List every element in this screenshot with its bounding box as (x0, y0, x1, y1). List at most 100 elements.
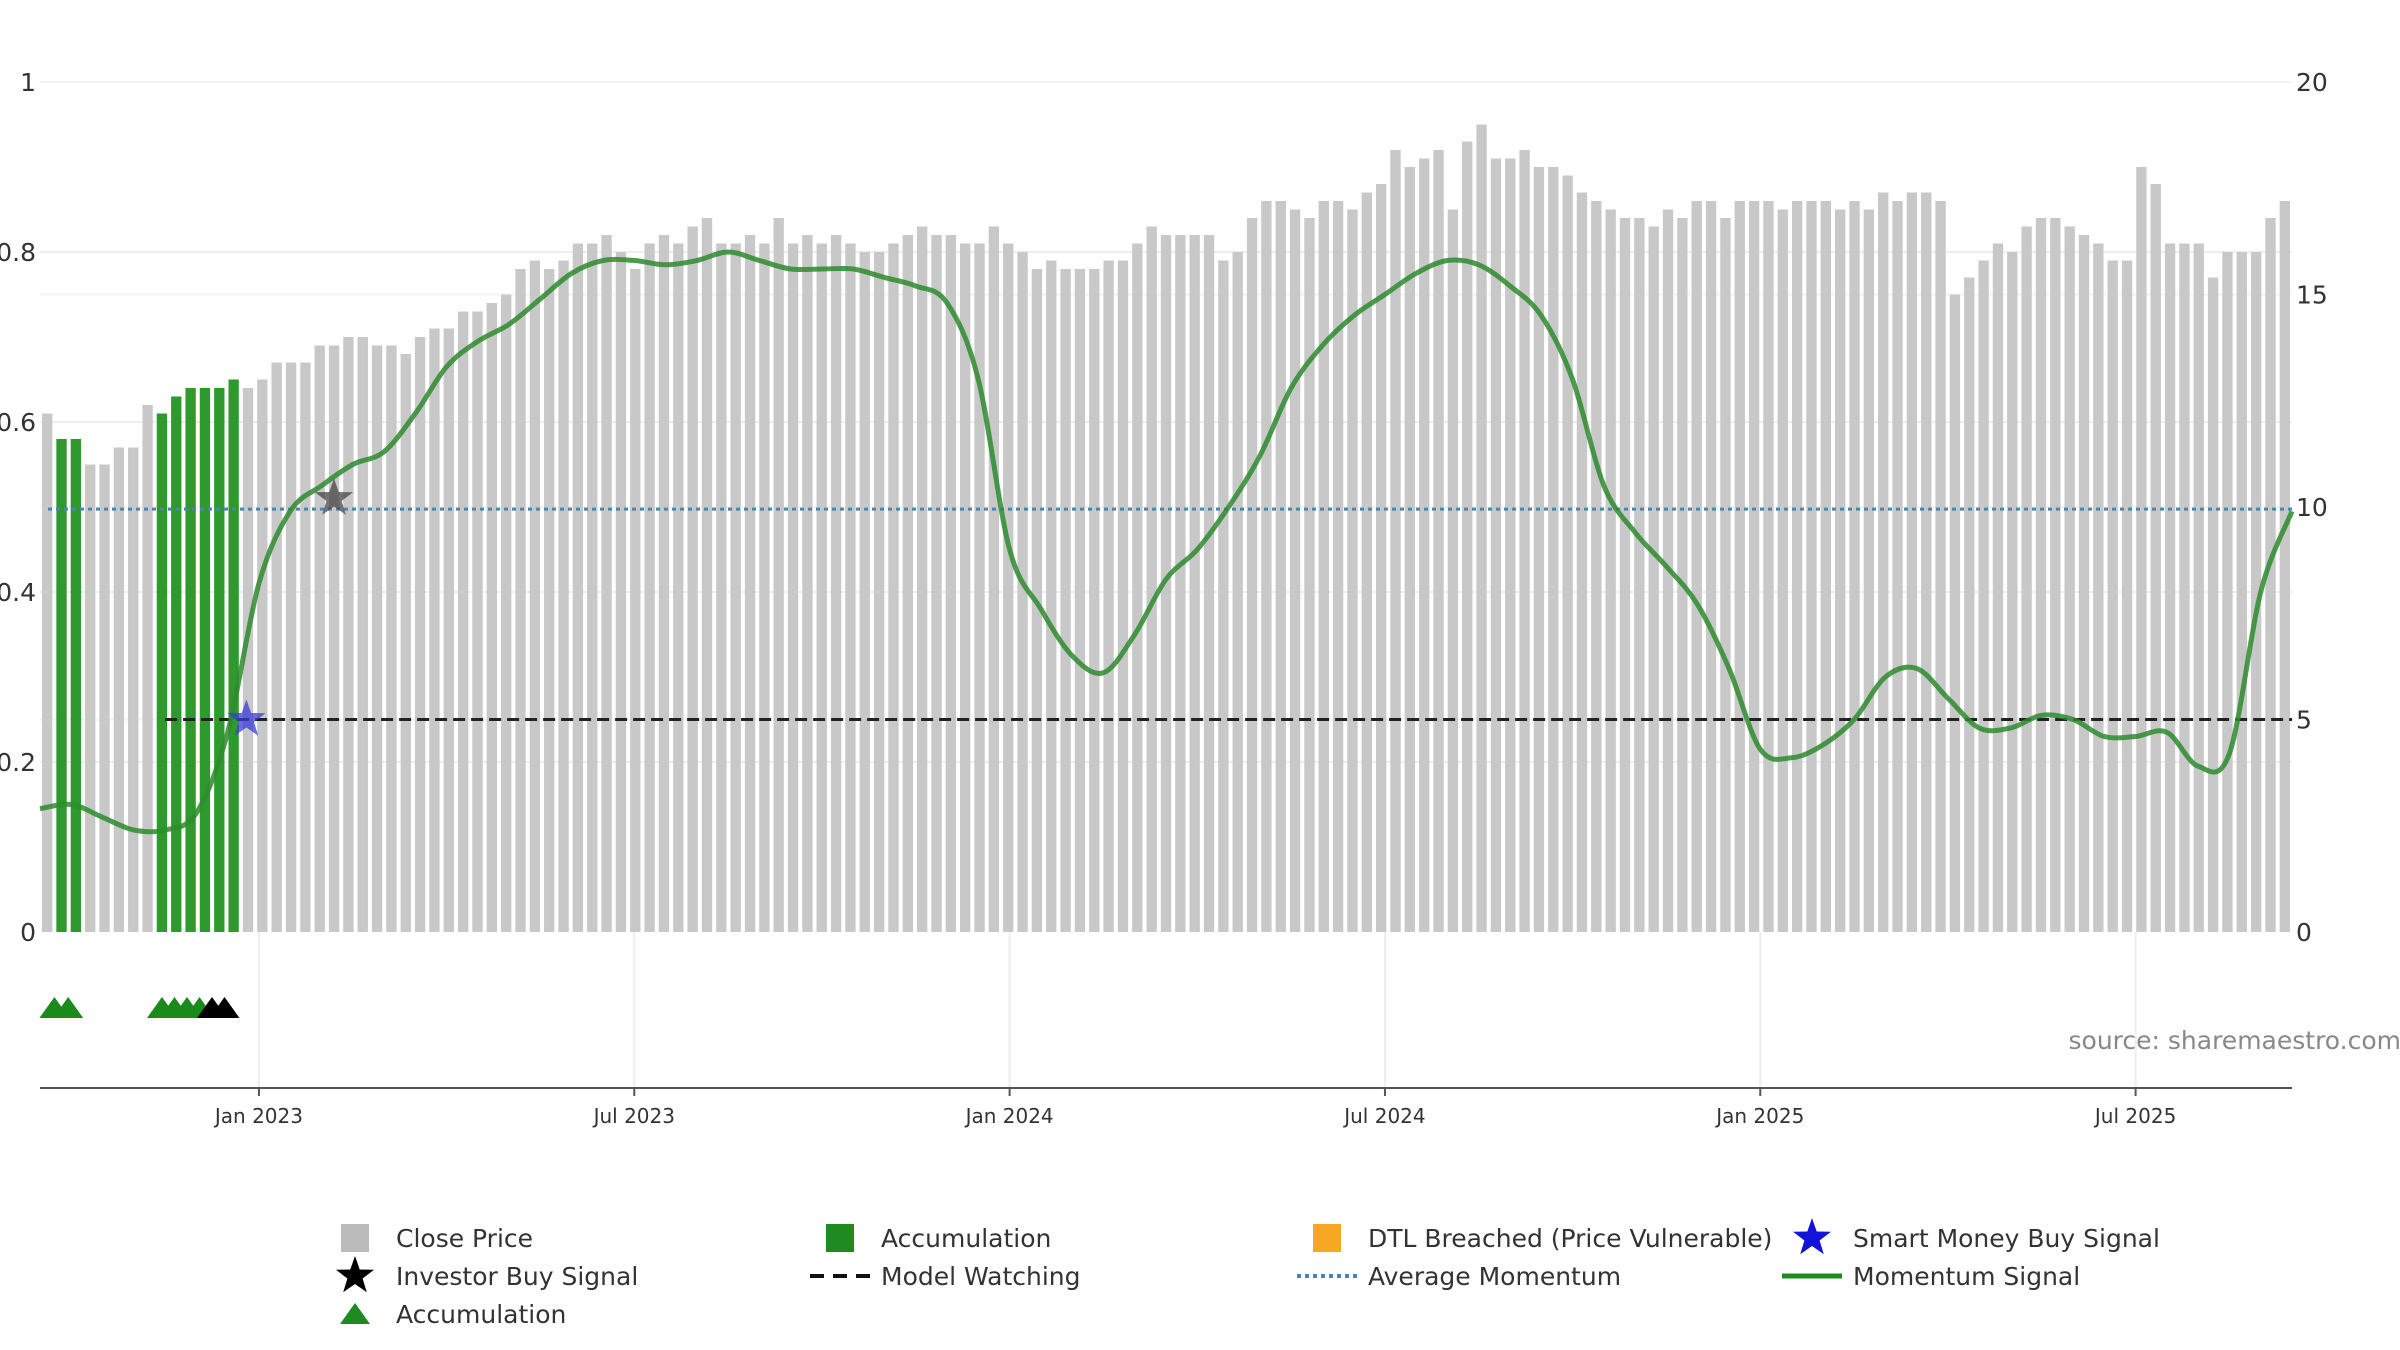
close-price-bar (1261, 201, 1272, 932)
close-price-bar (2064, 226, 2075, 932)
close-price-bar (2164, 243, 2176, 932)
close-price-bar (1289, 209, 1301, 932)
close-price-bar (1419, 158, 1430, 932)
legend-label: Close Price (396, 1224, 533, 1253)
close-price-bar (1003, 243, 1014, 932)
close-price-bar (1074, 269, 1086, 932)
close-price-bar (544, 269, 555, 932)
legend-item: Smart Money Buy Signal (1793, 1218, 2160, 1255)
legend-square-icon (1313, 1224, 1341, 1252)
close-price-bar (931, 235, 942, 932)
right-tick-label: 10 (2296, 493, 2328, 522)
close-price-bar (271, 362, 282, 932)
legend-label: Accumulation (396, 1300, 566, 1329)
close-price-bar (572, 243, 584, 932)
close-price-bar (1720, 218, 1731, 932)
close-price-bar (457, 311, 469, 932)
close-price-bar (1949, 294, 1961, 932)
close-price-bar (2279, 201, 2290, 932)
close-price-bar (113, 447, 125, 932)
close-price-bar (501, 294, 512, 932)
left-tick-label: 0.2 (0, 748, 36, 777)
x-tick-label: Jan 2025 (1714, 1104, 1804, 1128)
close-price-bar (601, 235, 612, 932)
close-price-bar (2236, 252, 2247, 932)
close-price-bar (1892, 201, 1903, 932)
legend-star-icon (336, 1256, 374, 1293)
close-price-bar (1921, 192, 1932, 932)
close-price-bar (2150, 184, 2161, 932)
legend-label: DTL Breached (Price Vulnerable) (1368, 1224, 1772, 1253)
close-price-bar (314, 345, 325, 932)
close-price-bar (2121, 260, 2133, 932)
close-price-bar (85, 464, 96, 932)
x-tick-label: Jan 2024 (964, 1104, 1054, 1128)
close-price-bar (2093, 243, 2104, 932)
right-tick-label: 20 (2296, 68, 2328, 97)
close-price-bar (974, 243, 985, 932)
close-price-bar (1777, 209, 1788, 932)
close-price-bar (1017, 252, 1028, 932)
right-tick-label: 0 (2296, 918, 2312, 947)
close-price-bar (2250, 252, 2262, 932)
accumulation-bar (199, 388, 211, 932)
close-price-bar (1318, 201, 1329, 932)
accumulation-triangles (39, 997, 240, 1018)
close-price-bar (1433, 150, 1444, 932)
close-price-bar (802, 235, 813, 932)
close-price-bar (1376, 184, 1387, 932)
close-price-bar (1476, 124, 1487, 932)
close-price-bar (1275, 201, 1286, 932)
close-price-bar (128, 447, 139, 932)
close-price-bar (888, 243, 899, 932)
close-price-bar (1591, 201, 1602, 932)
close-price-bar (1519, 150, 1530, 932)
right-tick-label: 5 (2296, 706, 2312, 735)
close-price-bar (1677, 218, 1688, 932)
momentum-line-group (39, 249, 2295, 835)
accumulation-bar (70, 439, 82, 932)
close-price-bar (1447, 209, 1459, 932)
legend-item: DTL Breached (Price Vulnerable) (1313, 1224, 1772, 1253)
close-price-bar (1964, 277, 1975, 932)
close-price-bar (2078, 235, 2090, 932)
legend-label: Smart Money Buy Signal (1853, 1224, 2160, 1253)
close-price-bar (830, 235, 842, 932)
close-price-bar (1849, 201, 1860, 932)
reference-lines (48, 507, 2292, 721)
close-price-bar (845, 243, 856, 932)
accumulation-triangle (209, 997, 240, 1018)
close-price-bar (42, 413, 53, 932)
close-price-bar (386, 345, 397, 932)
legend-star-icon (1793, 1218, 1831, 1255)
close-price-bar (1992, 243, 2004, 932)
close-price-bar (1175, 235, 1186, 932)
close-price-bar (902, 235, 913, 932)
close-price-bar (630, 269, 641, 932)
close-price-bar (1863, 209, 1875, 932)
close-price-bar (2050, 218, 2061, 932)
close-price-bar (1978, 260, 1989, 932)
legend-item: Accumulation (340, 1300, 566, 1329)
close-price-bar (99, 464, 110, 932)
accumulation-bar (56, 439, 67, 932)
close-price-bar (414, 337, 426, 932)
close-price-bar (2179, 243, 2190, 932)
close-price-bar (2107, 260, 2118, 932)
close-price-bar (1906, 192, 1918, 932)
accumulation-bar (214, 388, 225, 932)
close-price-bar (529, 260, 541, 932)
close-price-bar (429, 328, 440, 932)
x-tick-label: Jul 2024 (1342, 1104, 1425, 1128)
close-price-bar (1189, 235, 1200, 932)
close-price-bar (615, 252, 627, 932)
close-price-bar (1390, 150, 1401, 932)
legend-item: Model Watching (810, 1262, 1081, 1291)
close-price-bar (587, 243, 598, 932)
close-price-bar (873, 252, 885, 932)
close-price-bar (1691, 201, 1702, 932)
close-price-bar (1562, 175, 1573, 932)
legend-label: Investor Buy Signal (396, 1262, 638, 1291)
